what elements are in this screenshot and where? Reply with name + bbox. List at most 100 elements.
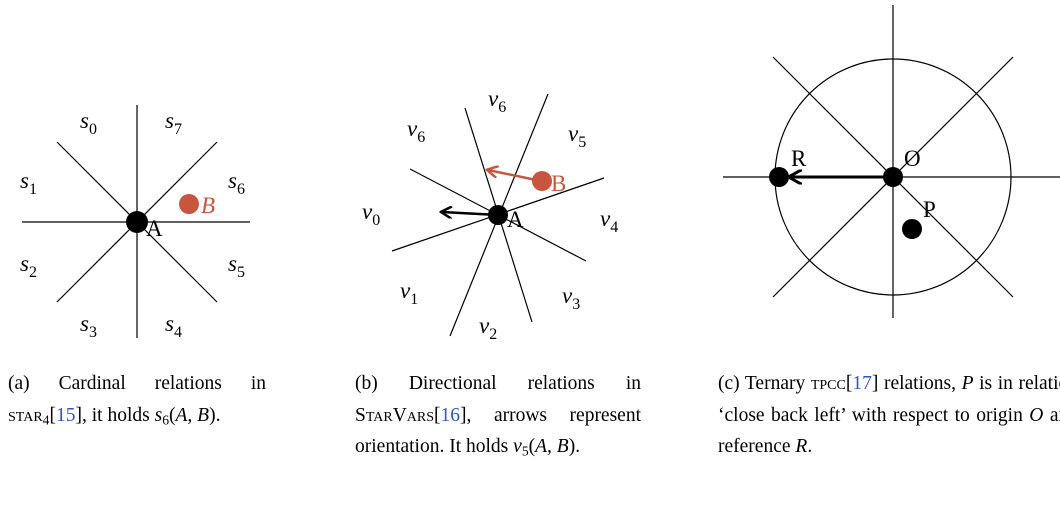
label-sub: 5 <box>578 134 586 151</box>
panel-a: s0 s7 s1 s6 s2 s5 s3 s4 A B <box>20 105 250 341</box>
label-base: v <box>400 278 411 303</box>
label-sub: 3 <box>89 324 97 341</box>
caption-plain: and reference <box>718 404 1060 458</box>
caption-plain: ], arrows represent orientation. It hold… <box>355 404 641 458</box>
sector-label: s4 <box>165 311 182 341</box>
caption-plain: ). <box>568 436 581 457</box>
label-base: s <box>80 108 89 133</box>
caption-plain: . <box>807 436 813 457</box>
orientation-arrow <box>488 170 542 183</box>
point-b <box>179 194 199 214</box>
caption-sub: 6 <box>162 411 170 427</box>
point-label: O <box>904 146 921 171</box>
caption-math: P <box>961 373 974 394</box>
caption-math: s <box>154 404 163 426</box>
point-a-label: A <box>507 207 524 232</box>
label-sub: 1 <box>29 181 37 198</box>
panel-b: v6 v6 v5 v0 v4 v1 v3 v2 A B <box>362 86 618 343</box>
sector-label: s1 <box>20 168 37 198</box>
caption-plain: (a) Cardinal relations in <box>8 373 266 394</box>
point-p <box>902 219 922 239</box>
caption-plain: ). <box>209 404 221 426</box>
point-b <box>532 171 552 191</box>
point-a-label: A <box>146 216 163 241</box>
label-base: s <box>165 108 174 133</box>
caption-plain: (c) Ternary <box>718 373 811 394</box>
point-r <box>769 167 789 187</box>
point-label: R <box>791 146 807 171</box>
caption: (a) Cardinal relations in star4[15], it … <box>8 368 266 435</box>
caption-sub: 5 <box>521 443 529 459</box>
sector-label: s6 <box>228 168 245 198</box>
label-sub: 2 <box>489 326 497 343</box>
caption-smallcaps: tpcc <box>810 373 846 394</box>
caption-math: A, B <box>175 404 210 426</box>
label-base: v <box>562 283 573 308</box>
label-sub: 1 <box>410 291 418 308</box>
label-sub: 3 <box>572 296 580 313</box>
label-base: v <box>479 313 490 338</box>
panel-c: R O P <box>723 5 1060 318</box>
label-sub: 5 <box>237 264 245 281</box>
label-base: s <box>228 251 237 276</box>
sector-label: v0 <box>362 199 380 229</box>
caption-math: R <box>795 436 808 457</box>
caption-math: O <box>1029 404 1044 426</box>
label-base: s <box>20 168 29 193</box>
label-sub: 7 <box>174 121 182 138</box>
point-label: P <box>923 197 936 222</box>
label-sub: 2 <box>29 264 37 281</box>
sector-label: s0 <box>80 108 97 138</box>
sector-label: s7 <box>165 108 182 138</box>
caption-plain: ( <box>169 404 176 426</box>
label-base: v <box>362 199 373 224</box>
caption-cite: 16 <box>440 404 461 426</box>
sector-label: v4 <box>600 206 618 236</box>
point-o <box>883 167 903 187</box>
sector-label: v3 <box>562 283 580 313</box>
point-a <box>488 205 508 225</box>
label-base: v <box>600 206 611 231</box>
caption-cite: 17 <box>852 373 872 394</box>
label-sub: 4 <box>174 324 182 341</box>
sector-label: s3 <box>80 311 97 341</box>
caption-plain: ] relations, <box>871 373 962 394</box>
label-sub: 6 <box>237 181 245 198</box>
sector-label: v1 <box>400 278 418 308</box>
caption-plain: is in relation ‘close back left’ with re… <box>718 373 1060 426</box>
label-sub: 4 <box>610 219 618 236</box>
label-base: v <box>407 116 418 141</box>
caption-smallcaps: StarVars <box>355 404 435 426</box>
caption: (b) Directional relations in StarVars[16… <box>355 368 641 467</box>
sector-label: s2 <box>20 251 37 281</box>
caption: (c) Ternary tpcc[17] relations, P is in … <box>718 368 1060 463</box>
caption-math: A, B <box>535 436 569 457</box>
point-a <box>126 211 148 233</box>
sector-label: v5 <box>568 121 586 151</box>
caption-plain: [ <box>434 404 441 426</box>
sector-label: v6 <box>488 86 506 116</box>
caption-sub: 4 <box>42 411 50 427</box>
sector-label: v6 <box>407 116 425 146</box>
caption-plain: [ <box>845 373 853 394</box>
label-base: v <box>568 121 579 146</box>
label-sub: 0 <box>372 212 380 229</box>
caption-cite: 15 <box>56 404 76 426</box>
label-base: s <box>228 168 237 193</box>
label-sub: 0 <box>89 121 97 138</box>
caption-plain: (b) Directional relations in <box>355 373 641 394</box>
caption-plain: ], it holds <box>75 404 155 426</box>
label-base: s <box>20 251 29 276</box>
sector-label: s5 <box>228 251 245 281</box>
caption-plain: [ <box>49 404 57 426</box>
label-base: v <box>488 86 499 111</box>
point-b-label: B <box>201 193 215 218</box>
caption-plain: ( <box>528 436 536 457</box>
label-base: s <box>165 311 174 336</box>
label-sub: 6 <box>498 99 506 116</box>
label-sub: 6 <box>417 129 425 146</box>
sector-label: v2 <box>479 313 497 343</box>
label-base: s <box>80 311 89 336</box>
